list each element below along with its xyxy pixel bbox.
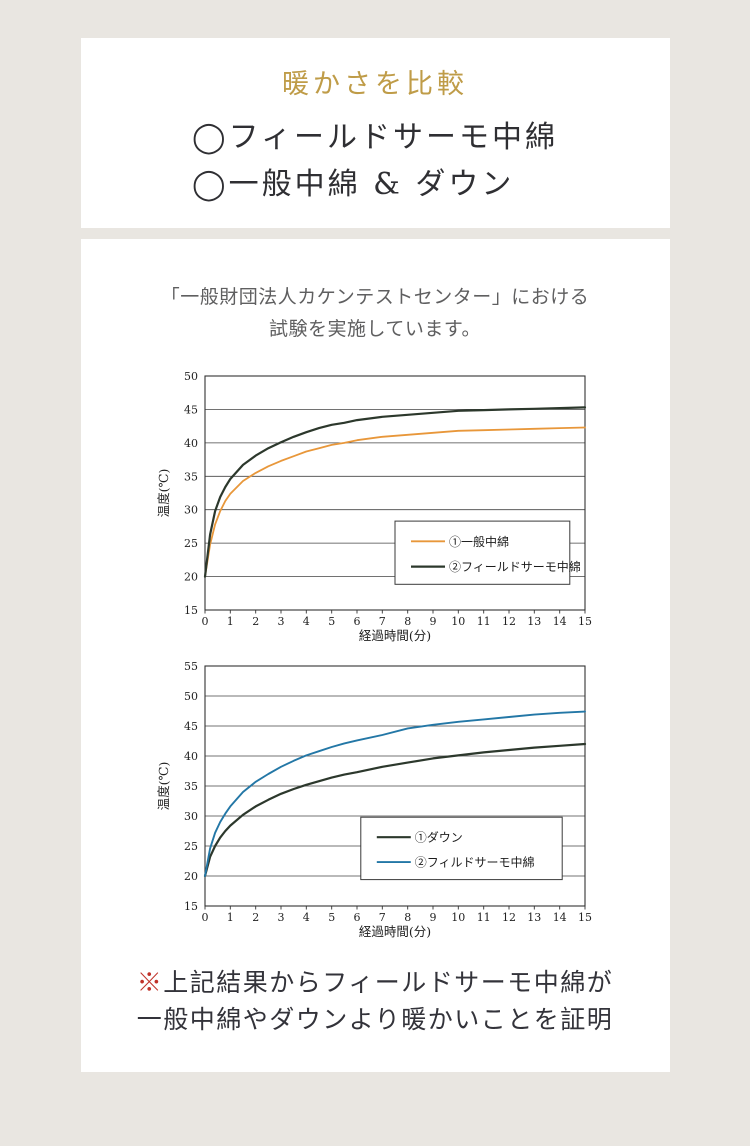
page-background: 暖かさを比較 ◯フィールドサーモ中綿 ◯一般中綿 & ダウン 「一般財団法人カケ… (0, 38, 750, 1072)
svg-text:3: 3 (278, 615, 285, 628)
intro-item-general-down: ◯一般中綿 & ダウン (192, 166, 515, 202)
report-heading-line1: 「一般財団法人カケンテストセンター」における (160, 286, 590, 308)
svg-text:①ダウン: ①ダウン (415, 829, 463, 844)
chart-general-vs-fieldthermo: 15 20 25 30 35 40 45 50 0 1 2 3 4 5 6 7 8 9 10 11 12 13 14 15 経過… (81, 366, 670, 644)
svg-text:12: 12 (502, 615, 516, 628)
svg-text:0: 0 (202, 615, 209, 628)
note-line1: 上記結果からフィールドサーモ中綿が (163, 967, 614, 997)
svg-text:4: 4 (303, 615, 310, 628)
svg-text:35: 35 (184, 780, 198, 793)
svg-text:5: 5 (328, 911, 335, 924)
svg-text:12: 12 (502, 911, 516, 924)
svg-text:②フィルドサーモ中綿: ②フィルドサーモ中綿 (415, 854, 535, 869)
svg-text:20: 20 (184, 870, 198, 883)
report-heading-line2: 試験を実施しています。 (268, 318, 482, 341)
svg-text:50: 50 (184, 690, 198, 703)
svg-text:13: 13 (527, 615, 541, 628)
svg-text:13: 13 (527, 911, 541, 924)
report-note: ※上記結果からフィールドサーモ中綿が一般中綿やダウンより暖かいことを証明 (81, 964, 670, 1039)
svg-text:11: 11 (477, 911, 491, 924)
svg-text:45: 45 (184, 403, 198, 416)
svg-text:30: 30 (184, 503, 198, 516)
note-line2: 一般中綿やダウンより暖かいことを証明 (136, 1005, 614, 1035)
svg-text:14: 14 (553, 615, 567, 628)
intro-title: 暖かさを比較 (282, 69, 468, 100)
svg-text:0: 0 (202, 911, 209, 924)
svg-text:6: 6 (354, 615, 361, 628)
svg-text:25: 25 (184, 537, 198, 550)
svg-text:9: 9 (430, 615, 437, 628)
svg-text:30: 30 (184, 810, 198, 823)
intro-card: 暖かさを比較 ◯フィールドサーモ中綿 ◯一般中綿 & ダウン (80, 38, 670, 228)
svg-text:9: 9 (430, 911, 437, 924)
svg-text:15: 15 (184, 604, 198, 617)
svg-text:1: 1 (227, 911, 234, 924)
svg-text:①一般中綿: ①一般中綿 (449, 533, 509, 548)
svg-text:5: 5 (328, 615, 335, 628)
svg-text:10: 10 (451, 615, 465, 628)
intro-item-fieldthermo: ◯フィールドサーモ中綿 (192, 120, 558, 155)
svg-text:7: 7 (379, 911, 386, 924)
svg-text:6: 6 (354, 911, 361, 924)
intro-item-list: ◯フィールドサーモ中綿 ◯一般中綿 & ダウン (192, 115, 558, 208)
svg-text:15: 15 (578, 911, 592, 924)
svg-text:40: 40 (184, 436, 198, 449)
svg-text:4: 4 (303, 911, 310, 924)
svg-text:40: 40 (184, 750, 198, 763)
svg-text:温度(℃): 温度(℃) (156, 761, 171, 810)
svg-text:15: 15 (578, 615, 592, 628)
svg-text:20: 20 (184, 570, 198, 583)
svg-text:7: 7 (379, 615, 386, 628)
report-heading: 「一般財団法人カケンテストセンター」における 試験を実施しています。 (81, 281, 670, 346)
svg-text:2: 2 (252, 911, 259, 924)
svg-text:1: 1 (227, 615, 234, 628)
svg-text:3: 3 (278, 911, 285, 924)
svg-text:15: 15 (184, 900, 198, 913)
svg-text:8: 8 (404, 615, 411, 628)
svg-text:8: 8 (404, 911, 411, 924)
note-marker: ※ (136, 967, 164, 997)
svg-text:50: 50 (184, 370, 198, 383)
svg-text:経過時間(分): 経過時間(分) (359, 924, 431, 939)
svg-text:10: 10 (451, 911, 465, 924)
svg-text:35: 35 (184, 470, 198, 483)
svg-text:②フィールドサーモ中綿: ②フィールドサーモ中綿 (449, 559, 581, 574)
svg-text:2: 2 (252, 615, 259, 628)
svg-text:55: 55 (184, 660, 198, 673)
report-card: 「一般財団法人カケンテストセンター」における 試験を実施しています。 15 20 25… (80, 239, 670, 1072)
svg-text:14: 14 (553, 911, 567, 924)
svg-text:温度(℃): 温度(℃) (156, 468, 171, 517)
svg-text:11: 11 (477, 615, 491, 628)
svg-text:45: 45 (184, 720, 198, 733)
svg-text:25: 25 (184, 840, 198, 853)
chart-down-vs-fieldthermo: 15 20 25 30 35 40 45 50 55 0 1 2 3 4 5 6 7 8 9 10 11 12 13 14 15… (81, 656, 670, 940)
svg-text:経過時間(分): 経過時間(分) (359, 628, 431, 643)
